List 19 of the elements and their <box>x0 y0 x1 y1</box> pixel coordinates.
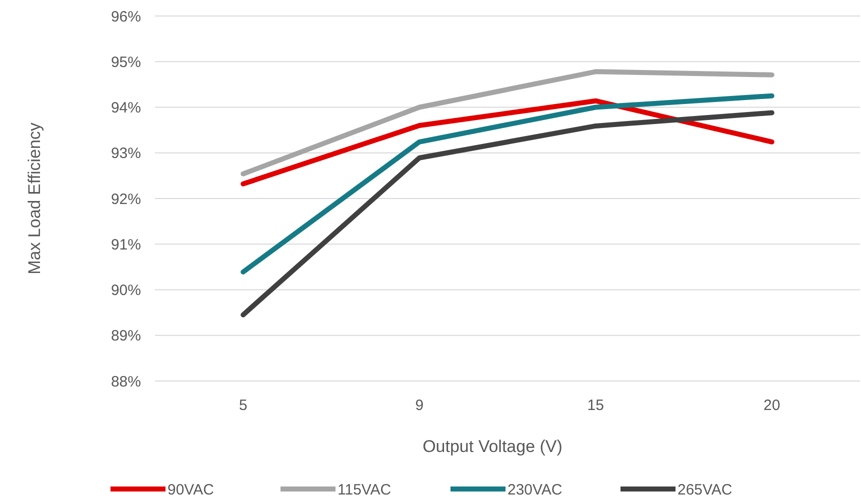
y-tick-label: 92% <box>110 190 141 208</box>
y-tick-label: 95% <box>110 54 141 71</box>
y-tick-label: 94% <box>110 100 141 116</box>
y-tick-label: 90% <box>110 282 141 299</box>
x-tick-label: 20 <box>764 397 780 414</box>
legend-label: 265VAC <box>678 481 732 497</box>
y-tick-label: 91% <box>110 236 141 254</box>
y-tick-label: 88% <box>110 373 141 390</box>
x-tick-label: 5 <box>238 397 248 414</box>
x-axis-title: Output Voltage (V) <box>422 437 562 456</box>
y-tick-label: 93% <box>110 145 141 162</box>
y-tick-label: 96% <box>110 8 141 26</box>
x-tick-label: 15 <box>587 397 604 414</box>
legend-label: 230VAC <box>508 481 562 497</box>
legend-label: 90VAC <box>168 481 214 497</box>
y-axis-title: Max Load Efficiency <box>25 122 44 274</box>
legend-label: 115VAC <box>338 481 392 497</box>
x-tick-label: 9 <box>415 397 424 414</box>
y-tick-label: 89% <box>110 328 141 345</box>
